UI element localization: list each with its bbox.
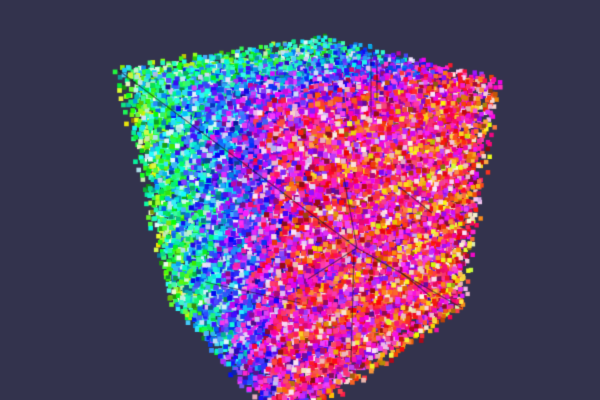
point-cloud-canvas[interactable]: [0, 0, 600, 400]
3d-viewport: [0, 0, 600, 400]
